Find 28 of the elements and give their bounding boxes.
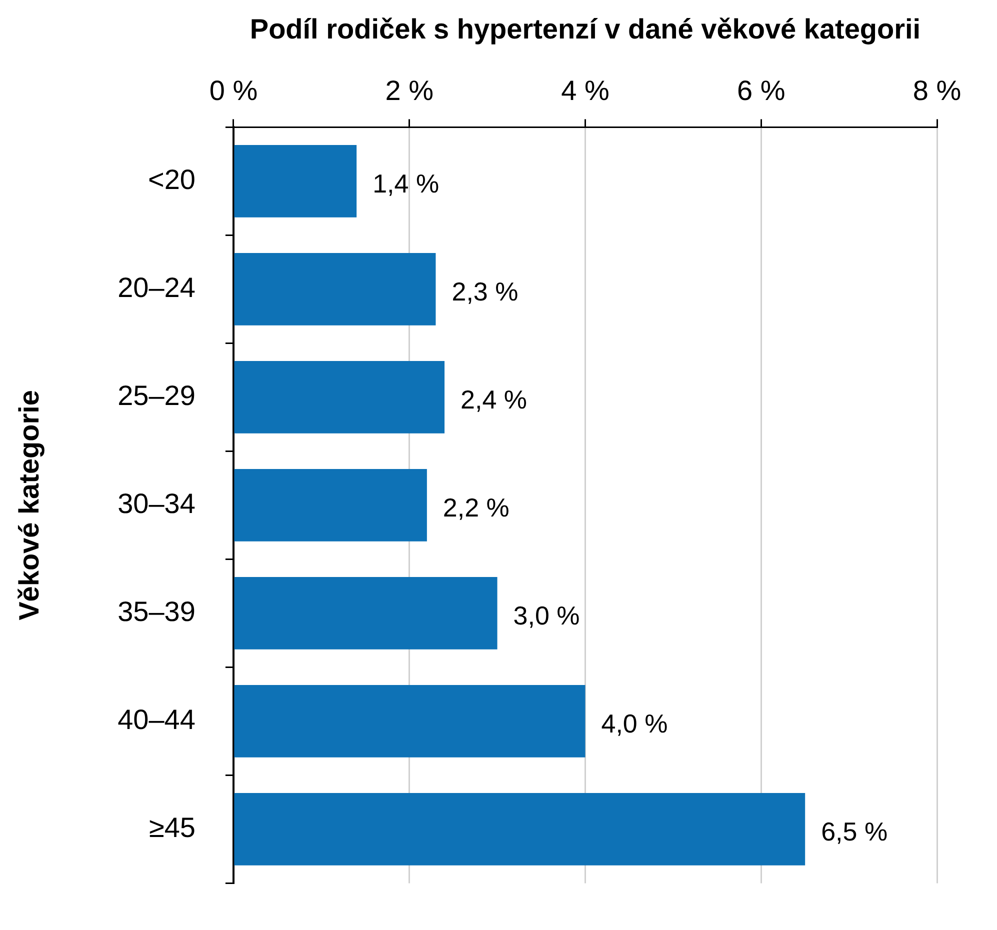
y-tick-label: 35–39 xyxy=(118,596,196,627)
data-label: 3,0 % xyxy=(513,600,580,630)
bar xyxy=(234,577,498,650)
y-tick-label: 30–34 xyxy=(118,488,196,519)
data-label: 2,2 % xyxy=(442,492,510,522)
x-tick-label: 4 % xyxy=(561,75,610,106)
x-tick-label: 2 % xyxy=(385,75,434,106)
y-axis-title: Věkové kategorie xyxy=(14,390,45,620)
y-tick-label: ≥45 xyxy=(148,812,196,843)
bar xyxy=(234,361,445,434)
bar xyxy=(234,793,806,866)
x-tick-label: 8 % xyxy=(912,75,962,106)
y-tick-label: 20–24 xyxy=(118,272,196,303)
x-tick-label: 6 % xyxy=(736,75,786,106)
y-tick-label: <20 xyxy=(148,164,196,195)
y-tick-label: 25–29 xyxy=(118,380,196,411)
data-label: 6,5 % xyxy=(821,816,888,846)
bar xyxy=(234,253,436,326)
bar xyxy=(234,145,357,218)
data-label: 1,4 % xyxy=(372,168,440,198)
data-label: 4,0 % xyxy=(601,708,668,738)
x-axis-title: Podíl rodiček s hypertenzí v dané věkové kategorii xyxy=(250,14,921,45)
bar xyxy=(234,685,586,758)
y-tick-label: 40–44 xyxy=(118,704,196,735)
data-label: 2,3 % xyxy=(452,276,518,306)
x-tick-label: 0 % xyxy=(209,75,258,106)
bar xyxy=(234,469,427,542)
data-label: 2,4 % xyxy=(460,384,528,414)
